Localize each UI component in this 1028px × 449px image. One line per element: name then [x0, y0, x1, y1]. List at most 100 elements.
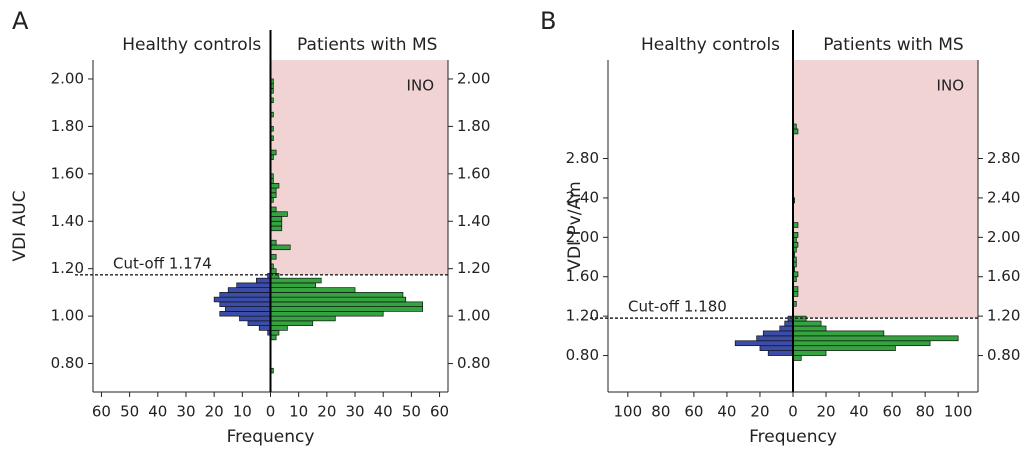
histogram-bar [734, 340, 794, 347]
x-tick-label: 20 [317, 403, 336, 421]
y-tick-label: 1.80 [51, 117, 84, 135]
histogram-bar [270, 216, 283, 222]
histogram-bar [756, 335, 794, 342]
y-tick-label: 1.20 [457, 259, 490, 277]
histogram-bar [270, 296, 407, 303]
y-tick-label: 1.60 [987, 267, 1020, 285]
x-tick-label: 10 [289, 403, 308, 421]
histogram-bar [792, 315, 807, 322]
panel-label: A [12, 7, 29, 35]
y-tick-label: 1.20 [566, 307, 599, 325]
x-tick-label: 80 [916, 403, 935, 421]
series-header: Patients with MS [823, 35, 963, 55]
x-tick-label: 50 [120, 403, 139, 421]
cutoff-label: Cut-off 1.174 [113, 254, 212, 272]
histogram-bar [270, 282, 316, 289]
region-label: INO [937, 77, 964, 95]
histogram-bar [239, 315, 271, 322]
x-axis-label: Frequency [749, 427, 837, 447]
y-tick-label: 2.00 [457, 69, 490, 87]
y-axis-label: VDI AUC [10, 190, 30, 261]
histogram-bar [759, 345, 794, 351]
x-tick-label: 30 [345, 403, 364, 421]
histogram-bar [792, 330, 885, 337]
x-tick-label: 20 [750, 403, 769, 421]
x-tick-label: 60 [883, 403, 902, 421]
y-tick-label: 2.80 [566, 149, 599, 167]
y-tick-label: 0.80 [566, 346, 599, 364]
histogram-bar [270, 301, 423, 307]
x-tick-label: 0 [266, 403, 276, 421]
x-tick-label: 40 [717, 403, 736, 421]
x-tick-label: 20 [816, 403, 835, 421]
histogram-bar [270, 325, 288, 331]
panel-label: B [540, 7, 556, 35]
histogram-bar [762, 330, 794, 337]
y-tick-label: 1.80 [457, 117, 490, 135]
histogram-bar [270, 220, 283, 227]
x-axis-label: Frequency [227, 427, 315, 447]
histogram-bar [219, 292, 271, 298]
histogram-bar [258, 325, 271, 331]
x-tick-label: 40 [374, 403, 393, 421]
region [793, 60, 978, 319]
y-tick-label: 2.40 [987, 188, 1020, 206]
x-tick-label: 60 [92, 403, 111, 421]
histogram-bar [236, 282, 271, 289]
histogram-bar [225, 306, 271, 312]
histogram-bar [219, 301, 271, 307]
y-tick-label: 0.80 [457, 354, 490, 372]
y-tick-label: 1.00 [51, 307, 84, 325]
histogram-bar [779, 325, 794, 332]
y-tick-label: 2.00 [566, 228, 599, 246]
region [270, 60, 448, 275]
y-tick-label: 0.80 [51, 354, 84, 372]
cutoff-label: Cut-off 1.180 [628, 298, 727, 316]
y-tick-label: 1.60 [51, 164, 84, 182]
x-tick-label: 20 [205, 403, 224, 421]
histogram-bar [213, 296, 271, 303]
x-tick-label: 100 [944, 403, 973, 421]
histogram-bar [792, 325, 827, 332]
histogram-bar [270, 287, 356, 293]
x-tick-label: 60 [430, 403, 449, 421]
series-header: Patients with MS [297, 35, 437, 55]
x-tick-label: 30 [176, 403, 195, 421]
histogram-bar [227, 287, 271, 293]
histogram-bar [219, 311, 271, 317]
histogram-bar [270, 306, 423, 312]
histogram-bar [792, 345, 896, 351]
y-tick-label: 0.80 [987, 346, 1020, 364]
histogram-bar [792, 320, 822, 327]
x-tick-label: 60 [684, 403, 703, 421]
histogram-bar [784, 320, 794, 327]
histogram-bar [270, 320, 314, 326]
y-tick-label: 1.20 [51, 259, 84, 277]
y-tick-label: 1.60 [457, 164, 490, 182]
x-tick-label: 50 [402, 403, 421, 421]
x-tick-label: 0 [788, 403, 798, 421]
y-tick-label: 1.20 [987, 307, 1020, 325]
histogram-bar [792, 355, 802, 361]
series-header: Healthy controls [122, 35, 261, 55]
histogram-bar [270, 273, 280, 279]
x-tick-label: 80 [651, 403, 670, 421]
histogram-bar [270, 182, 280, 189]
histogram-bar [270, 329, 280, 336]
y-tick-label: 1.00 [457, 307, 490, 325]
histogram-bar [270, 315, 336, 322]
histogram-bar [270, 311, 384, 317]
histogram-bar [767, 350, 794, 356]
region-label: INO [407, 77, 434, 95]
histogram-bar [270, 211, 288, 217]
y-tick-label: 2.80 [987, 149, 1020, 167]
x-tick-label: 100 [614, 403, 643, 421]
histogram-bar [256, 277, 271, 284]
histogram-bar [270, 244, 291, 251]
y-tick-label: 1.40 [51, 212, 84, 230]
histogram-bar [792, 350, 827, 356]
y-tick-label: 2.40 [566, 188, 599, 206]
histogram-bar [270, 292, 404, 298]
series-header: Healthy controls [641, 35, 780, 55]
